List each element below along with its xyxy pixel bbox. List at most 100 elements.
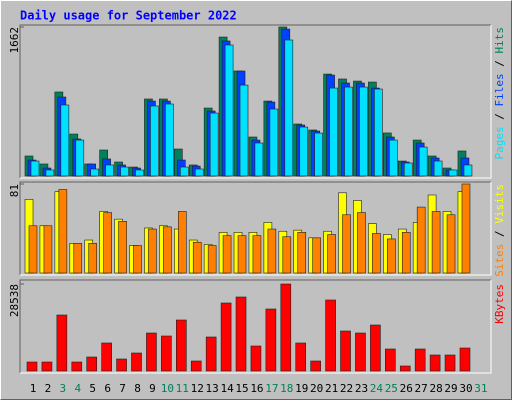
bar bbox=[463, 164, 473, 177]
bar bbox=[372, 233, 381, 274]
bar bbox=[135, 169, 144, 177]
bar bbox=[327, 234, 336, 274]
bar bbox=[265, 308, 277, 372]
bar bbox=[389, 139, 398, 177]
x-tick-label: 1 bbox=[30, 382, 37, 395]
legend-separator: / bbox=[493, 224, 506, 244]
bar bbox=[73, 243, 83, 274]
bar bbox=[444, 354, 456, 372]
bar bbox=[448, 169, 458, 177]
legend-entry: KBytes bbox=[493, 284, 506, 324]
legend-entry: Pages bbox=[493, 126, 506, 159]
legend-entry: Visits bbox=[493, 184, 506, 224]
panel-edge bbox=[20, 25, 492, 179]
bar bbox=[252, 235, 262, 274]
bar bbox=[28, 225, 38, 274]
bar bbox=[314, 132, 323, 177]
bar bbox=[43, 225, 53, 274]
bar bbox=[370, 324, 381, 372]
bar bbox=[41, 361, 53, 372]
bar bbox=[161, 335, 172, 372]
bar bbox=[267, 228, 277, 274]
bar bbox=[222, 235, 232, 274]
legend: Sites / Visits bbox=[493, 184, 506, 277]
bar bbox=[414, 348, 426, 372]
bar bbox=[418, 146, 428, 177]
x-tick-label: 20 bbox=[310, 382, 323, 395]
bar bbox=[342, 214, 351, 274]
bar bbox=[340, 330, 351, 372]
bar bbox=[399, 365, 411, 372]
bar bbox=[224, 44, 234, 177]
x-tick-label: 4 bbox=[74, 382, 81, 395]
legend-entry: Sites bbox=[493, 244, 506, 277]
bar bbox=[131, 352, 142, 372]
bar bbox=[374, 88, 383, 177]
panel-edge bbox=[19, 181, 491, 275]
bar bbox=[118, 221, 127, 274]
bar bbox=[56, 314, 68, 372]
bar bbox=[237, 235, 247, 274]
bar bbox=[280, 283, 292, 372]
bar bbox=[235, 296, 247, 372]
y-tick-label: 1662 bbox=[8, 27, 21, 54]
bar bbox=[133, 245, 142, 274]
bar bbox=[403, 162, 413, 177]
x-tick-label: 28 bbox=[429, 382, 442, 395]
x-tick-label: 6 bbox=[104, 382, 111, 395]
x-tick-label: 9 bbox=[149, 382, 156, 395]
x-tick-label: 8 bbox=[134, 382, 141, 395]
bar bbox=[75, 139, 85, 177]
chart-title: Daily usage for September 2022 bbox=[20, 9, 237, 23]
bar bbox=[194, 168, 204, 177]
bar bbox=[387, 238, 396, 274]
bar bbox=[192, 241, 202, 274]
bar bbox=[163, 226, 172, 274]
bar bbox=[60, 104, 70, 177]
panel-edge bbox=[19, 24, 491, 178]
x-tick-label: 22 bbox=[340, 382, 353, 395]
bar bbox=[116, 358, 127, 372]
panel-edge bbox=[20, 280, 492, 374]
bar bbox=[355, 332, 366, 372]
x-tick-label: 5 bbox=[89, 382, 96, 395]
bar bbox=[284, 39, 294, 177]
bar bbox=[220, 302, 232, 372]
bar bbox=[429, 354, 441, 372]
bar bbox=[359, 86, 368, 177]
bar bbox=[58, 189, 68, 274]
bar bbox=[176, 319, 187, 372]
bar bbox=[282, 236, 292, 274]
x-tick-label: 23 bbox=[355, 382, 368, 395]
bar bbox=[299, 126, 309, 177]
x-tick-label: 19 bbox=[295, 382, 308, 395]
bar bbox=[239, 84, 249, 177]
bar bbox=[105, 164, 114, 177]
x-tick-label: 18 bbox=[280, 382, 293, 395]
bar bbox=[180, 166, 189, 177]
bar bbox=[446, 214, 456, 274]
x-tick-label: 17 bbox=[265, 382, 278, 395]
bar bbox=[431, 211, 441, 274]
bar bbox=[190, 360, 202, 372]
bar bbox=[325, 299, 336, 372]
x-tick-label: 11 bbox=[176, 382, 189, 395]
x-tick-label: 7 bbox=[119, 382, 126, 395]
x-tick-label: 29 bbox=[444, 382, 457, 395]
bar bbox=[250, 345, 262, 372]
x-tick-label: 15 bbox=[235, 382, 248, 395]
x-tick-label: 24 bbox=[370, 382, 384, 395]
y-tick-label: 28538 bbox=[8, 284, 21, 317]
bar bbox=[165, 103, 174, 177]
x-tick-label: 10 bbox=[161, 382, 174, 395]
legend-separator: / bbox=[493, 107, 506, 127]
x-tick-label: 27 bbox=[415, 382, 428, 395]
bar bbox=[45, 169, 55, 177]
bar bbox=[90, 168, 100, 177]
bar bbox=[26, 361, 38, 372]
x-tick-label: 2 bbox=[45, 382, 52, 395]
bar bbox=[269, 108, 279, 177]
x-tick-label: 21 bbox=[325, 382, 338, 395]
bar bbox=[88, 243, 98, 274]
